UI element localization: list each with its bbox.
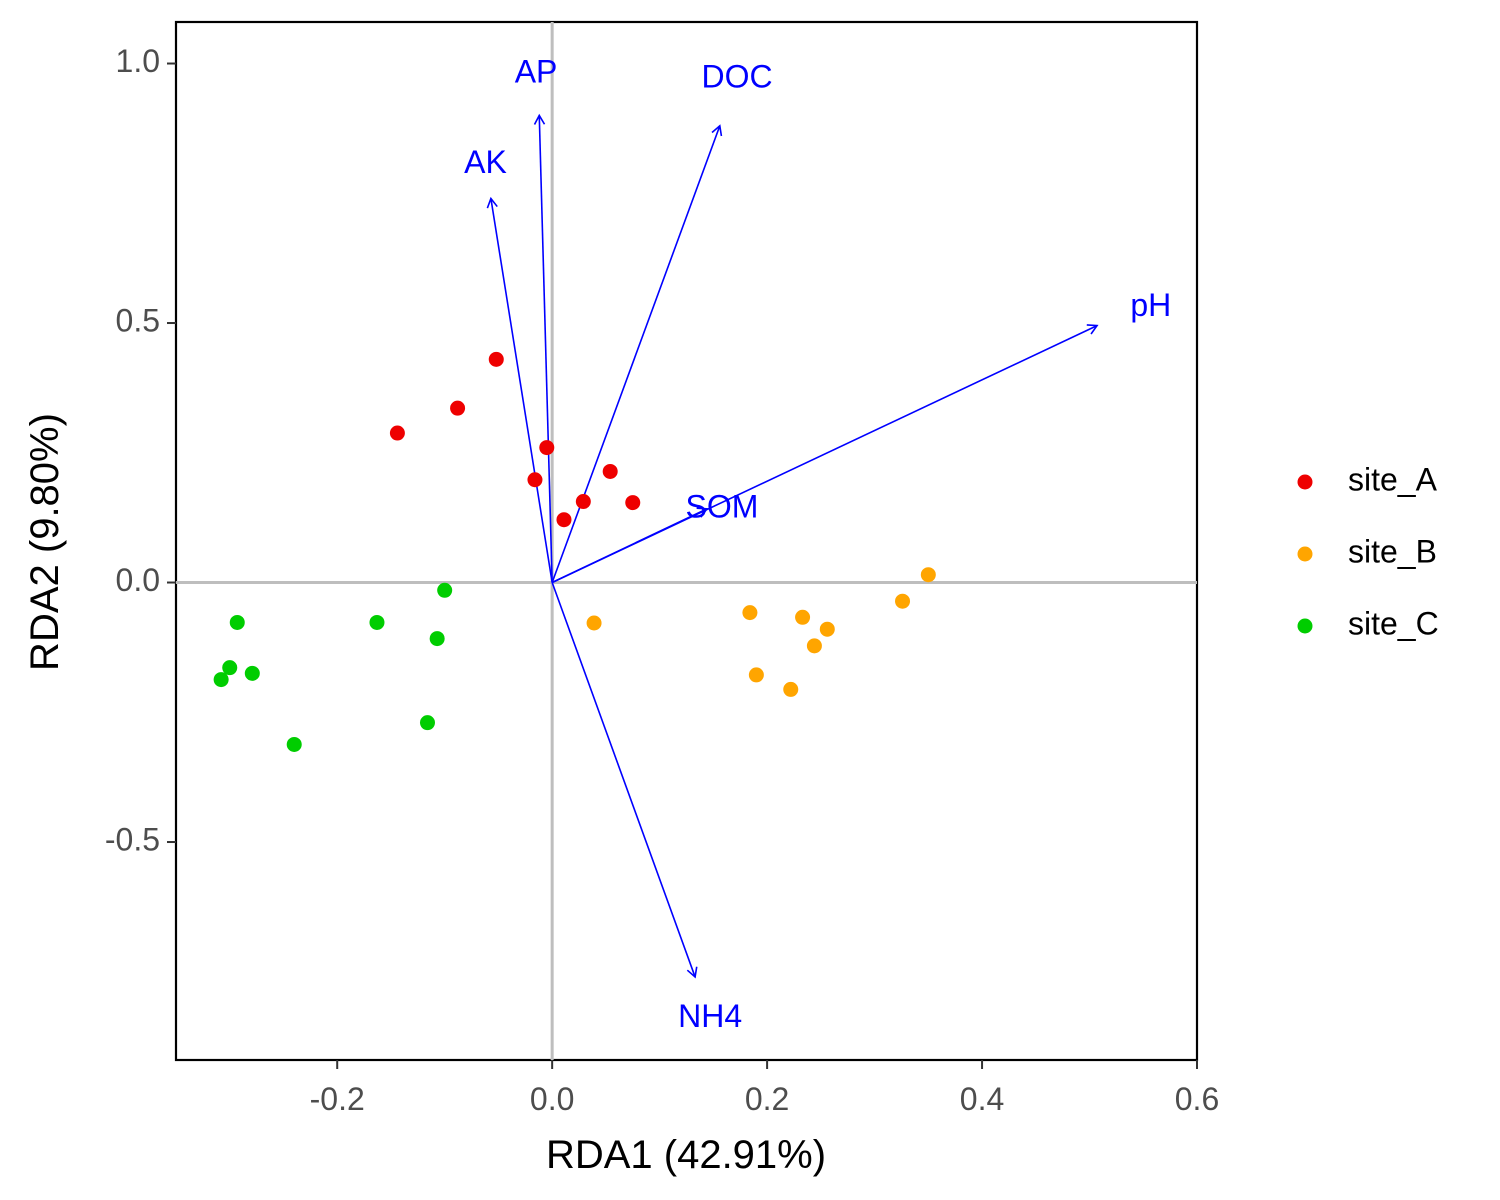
x-tick-label: 0.4 [960, 1081, 1004, 1117]
legend-label-site_C: site_C [1348, 605, 1439, 641]
point-site_C [244, 665, 260, 681]
point-site_A [556, 512, 572, 528]
point-site_B [895, 593, 911, 609]
point-site_C [286, 736, 302, 752]
legend-key-site_A [1297, 474, 1313, 490]
arrow-label-ap: AP [515, 53, 558, 89]
y-tick-label: 0.0 [116, 562, 160, 598]
point-site_B [806, 638, 822, 654]
point-site_B [586, 615, 602, 631]
point-site_C [213, 672, 229, 688]
x-tick-label: -0.2 [310, 1081, 365, 1117]
x-tick-label: 0.0 [530, 1081, 574, 1117]
point-site_A [450, 400, 466, 416]
arrow-nh4 [551, 582, 698, 979]
point-site_A [575, 494, 591, 510]
arrow-label-nh4: NH4 [678, 998, 742, 1034]
point-site_B [748, 667, 764, 683]
arrow-label-ak: AK [464, 144, 507, 180]
legend-label-site_B: site_B [1348, 533, 1437, 569]
arrow-ap [533, 113, 553, 583]
point-site_B [742, 605, 758, 621]
point-site_B [920, 567, 936, 583]
arrow-labels: AP DOC AK pH SOM NH4 [464, 53, 1171, 1034]
point-site_C [222, 660, 238, 676]
y-tick-label: 1.0 [116, 43, 160, 79]
point-site_A [527, 472, 543, 488]
point-site_C [437, 582, 453, 598]
point-site_C [369, 614, 385, 630]
point-site_B [819, 621, 835, 637]
point-site_B [783, 681, 799, 697]
y-tick-label: 0.5 [116, 302, 160, 338]
point-site_A [602, 463, 618, 479]
arrow-label-som: SOM [686, 488, 759, 524]
y-axis-title: RDA2 (9.80%) [23, 413, 67, 671]
point-site_A [625, 495, 641, 511]
point-site_A [539, 440, 555, 456]
legend-key-site_B [1297, 546, 1313, 562]
x-tick-label: 0.6 [1175, 1081, 1219, 1117]
point-site_C [419, 715, 435, 731]
arrow-label-ph: pH [1130, 287, 1171, 323]
x-axis-title: RDA1 (42.91%) [546, 1133, 826, 1177]
legend: site_A site_B site_C [1297, 461, 1439, 641]
panel-border [174, 20, 1199, 1062]
arrow-som [551, 507, 709, 584]
legend-key-site_C [1297, 618, 1313, 634]
site-points [213, 351, 936, 752]
point-site_C [229, 614, 245, 630]
arrow-label-doc: DOC [701, 59, 772, 95]
plot-panel [174, 20, 1199, 1062]
point-site_C [429, 631, 445, 647]
axes: -0.2 0.0 0.2 0.4 0.6 -0.5 0.0 0.5 1.0 [105, 43, 1219, 1117]
point-site_B [795, 609, 811, 625]
legend-label-site_A: site_A [1348, 461, 1438, 497]
point-site_A [389, 425, 405, 441]
x-tick-label: 0.2 [745, 1081, 789, 1117]
y-tick-label: -0.5 [105, 821, 160, 857]
arrow-ak [486, 196, 553, 583]
point-site_A [488, 351, 504, 367]
reference-lines [176, 22, 1197, 1060]
